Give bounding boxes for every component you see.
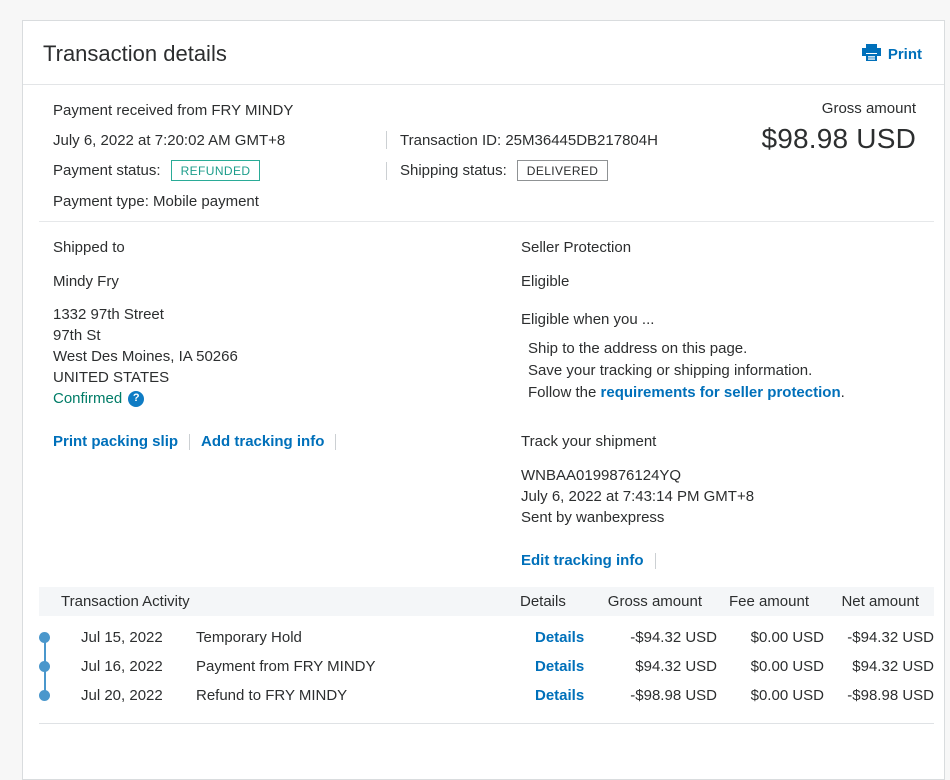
shipping-status-badge: DELIVERED [516,160,609,181]
activity-heading: Transaction Activity [61,593,190,610]
separator [189,433,191,450]
row-date: Jul 20, 2022 [81,687,163,704]
timeline-cell [39,623,81,652]
timeline-cell [39,652,81,681]
eligibility-condition: Follow the requirements for seller prote… [528,384,845,401]
print-button[interactable]: Print [861,43,922,65]
seller-protection-section: Seller Protection Eligible Eligible when… [521,239,918,569]
card-header: Transaction details Print [23,21,944,85]
track-shipment-heading: Track your shipment [521,433,657,450]
row-fee-amount: $0.00 USD [750,687,824,704]
column-header-fee-amount: Fee amount [728,593,809,610]
address-line: UNITED STATES [53,369,170,386]
bottom-divider [39,723,934,724]
transaction-activity-section: Transaction Activity Details Gross amoun… [39,587,934,710]
transaction-id-value: 25M36445DB217804H [505,131,658,149]
page-title: Transaction details [43,41,227,66]
row-net-amount: $94.32 USD [852,658,934,675]
printer-icon [861,43,881,65]
timeline-cell [39,681,81,710]
activity-rows: Jul 15, 2022 Temporary Hold Details -$94… [39,623,934,710]
details-link[interactable]: Details [535,687,585,704]
shipment-carrier: Sent by wanbexpress [521,509,665,526]
address-line: 97th St [53,327,101,344]
shipping-status-label: Shipping status: [400,162,507,179]
row-date: Jul 16, 2022 [81,658,163,675]
separator [654,552,656,569]
timeline-dot-icon [39,632,50,643]
section-divider [39,221,934,222]
row-description: Refund to FRY MINDY [196,687,348,704]
row-net-amount: -$94.32 USD [847,629,934,646]
separator [335,433,337,450]
details-link[interactable]: Details [535,658,585,675]
table-row: Jul 16, 2022 Payment from FRY MINDY Deta… [39,652,934,681]
table-row: Jul 15, 2022 Temporary Hold Details -$94… [39,623,934,652]
transaction-details-card: Transaction details Print Payment receiv… [22,20,945,780]
payment-type: Payment type: Mobile payment [53,192,259,210]
seller-protection-requirements-link[interactable]: requirements for seller protection [600,384,841,401]
payment-status-label: Payment status: [53,162,161,179]
payment-status-row: Payment status: REFUNDED [53,160,386,181]
column-header-net-amount: Net amount [841,593,919,610]
column-header-gross-amount: Gross amount [607,593,702,610]
activity-table-header: Transaction Activity Details Gross amoun… [39,587,934,616]
transaction-id: Transaction ID: 25M36445DB217804H [400,131,658,149]
row-description: Temporary Hold [196,629,302,646]
shipped-to-section: Shipped to Mindy Fry 1332 97th Street 97… [53,239,521,569]
add-tracking-info-link[interactable]: Add tracking info [201,433,325,450]
gross-amount-label: Gross amount [821,100,916,117]
shipment-datetime: July 6, 2022 at 7:43:14 PM GMT+8 [521,488,755,505]
gross-amount-block: Gross amount $98.98 USD [761,100,916,155]
help-icon[interactable]: ? [128,390,145,407]
shipping-status-row: Shipping status: DELIVERED [400,160,609,181]
seller-protection-heading: Seller Protection [521,239,632,256]
separator [386,131,387,149]
row-gross-amount: $94.32 USD [635,658,717,675]
shipped-to-heading: Shipped to [53,239,125,256]
payment-received-text: Payment received from FRY MINDY [53,101,294,119]
payment-summary-section: Payment received from FRY MINDY July 6, … [23,85,944,211]
row-gross-amount: -$98.98 USD [630,687,717,704]
row-net-amount: -$98.98 USD [847,687,934,704]
print-button-label: Print [887,45,922,63]
eligibility-condition: Ship to the address on this page. [528,340,748,357]
tracking-number: WNBAA0199876124YQ [521,467,682,484]
address-line: West Des Moines, IA 50266 [53,348,238,365]
column-header-details: Details [520,593,566,610]
edit-tracking-info-link[interactable]: Edit tracking info [521,552,644,569]
eligibility-condition: Save your tracking or shipping informati… [528,362,813,379]
eligibility-conditions-heading: Eligible when you ... [521,311,655,328]
address-confirmed-status: Confirmed [53,390,123,407]
table-row: Jul 20, 2022 Refund to FRY MINDY Details… [39,681,934,710]
recipient-name: Mindy Fry [53,273,119,290]
row-fee-amount: $0.00 USD [750,629,824,646]
row-fee-amount: $0.00 USD [750,658,824,675]
separator [386,161,387,180]
seller-protection-status: Eligible [521,273,570,290]
row-gross-amount: -$94.32 USD [630,629,717,646]
timeline-dot-icon [39,690,50,701]
timeline-dot-icon [39,661,50,672]
print-packing-slip-link[interactable]: Print packing slip [53,433,179,450]
details-link[interactable]: Details [535,629,585,646]
details-columns: Shipped to Mindy Fry 1332 97th Street 97… [23,222,944,569]
payment-status-badge: REFUNDED [170,160,261,181]
address-line: 1332 97th Street [53,306,164,323]
row-date: Jul 15, 2022 [81,629,163,646]
payment-datetime: July 6, 2022 at 7:20:02 AM GMT+8 [53,131,286,149]
row-description: Payment from FRY MINDY [196,658,376,675]
gross-amount-value: $98.98 USD [761,123,916,154]
